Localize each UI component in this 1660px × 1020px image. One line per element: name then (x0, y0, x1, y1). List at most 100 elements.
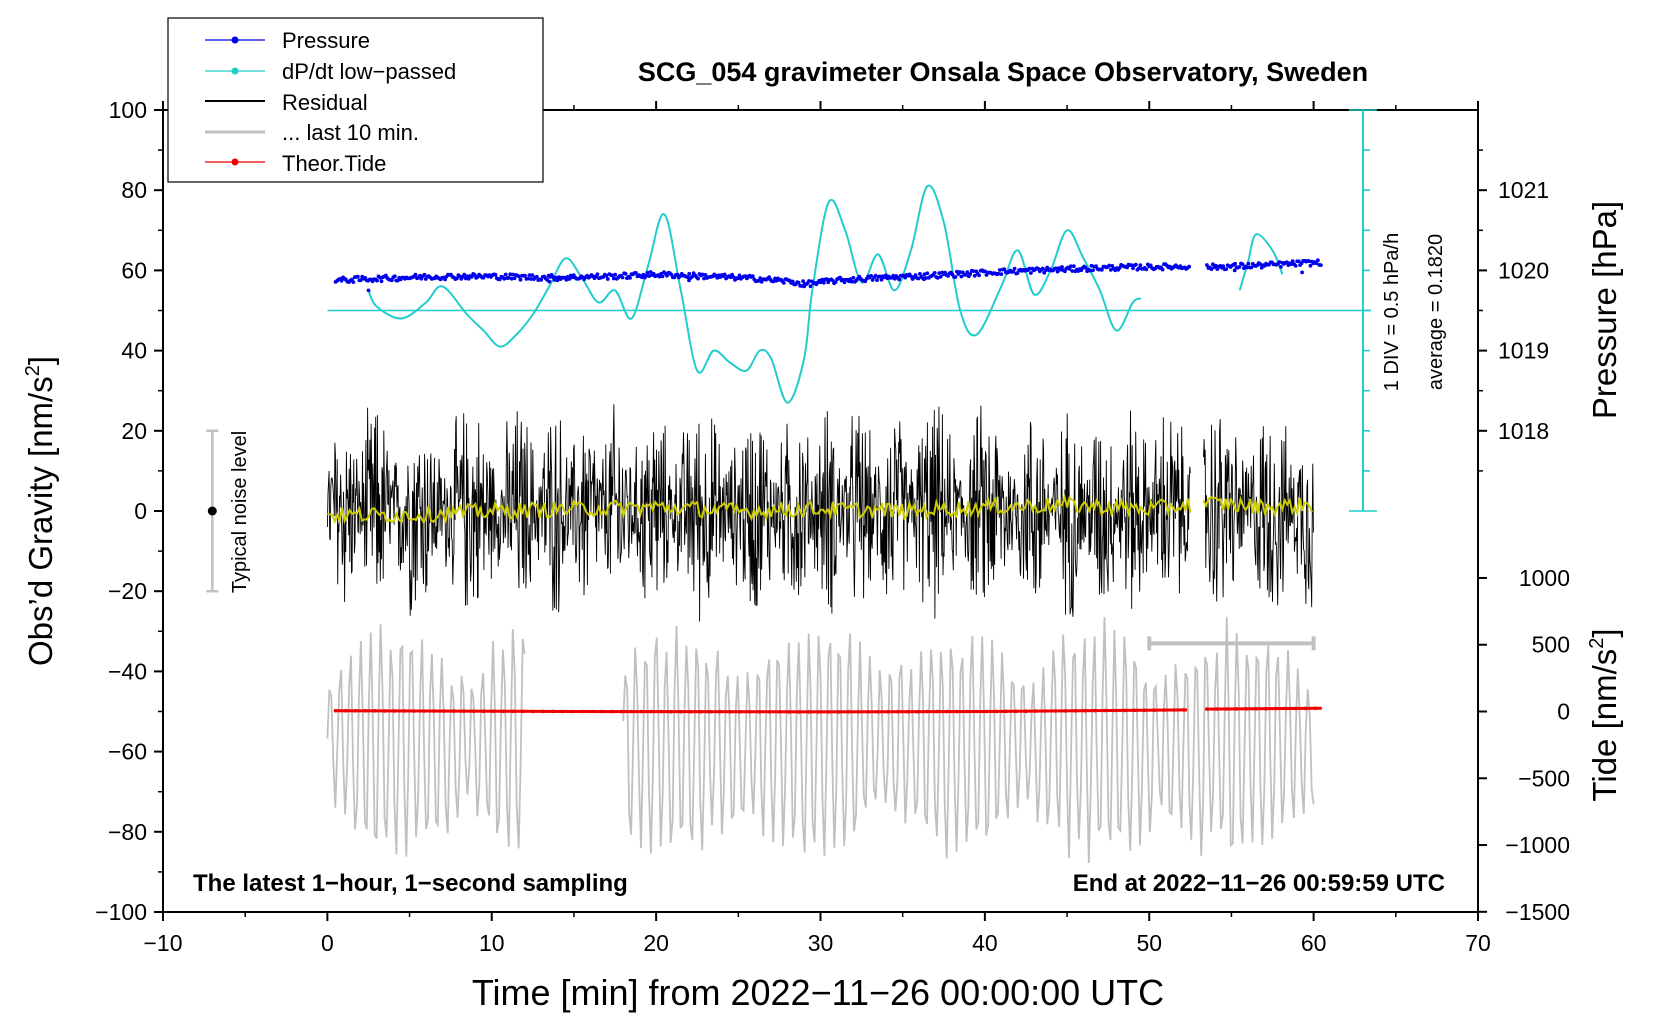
tide-series-dot (1244, 707, 1248, 711)
pressure-dot (1055, 269, 1060, 274)
pressure-dot (702, 276, 706, 281)
pressure-dot (913, 273, 918, 277)
pressure-dot (873, 273, 878, 278)
pressure-dot (1110, 264, 1115, 268)
pressure-dot (790, 279, 795, 284)
tide-series-dot (965, 709, 969, 714)
pressure-dot (830, 278, 835, 283)
tide-series-dot (1053, 709, 1058, 713)
pressure-dot (539, 278, 544, 282)
tide-series-dot (935, 709, 939, 714)
residual-lowpass-line (327, 493, 1192, 525)
pressure-dot (1138, 263, 1143, 267)
legend-pressure-label: Pressure (282, 28, 370, 53)
tide-series-dot (491, 709, 496, 713)
pressure-dot (509, 276, 514, 281)
pressure-dot (605, 277, 610, 281)
pressure-dot (838, 275, 842, 280)
tide-series-dot (521, 709, 525, 714)
pressure-dot (875, 278, 879, 282)
pressure-dot (1107, 263, 1112, 268)
y-axis-label-close: ] (22, 356, 59, 365)
y-tick-label: 20 (121, 418, 147, 444)
pressure-dot (781, 281, 786, 285)
legend-dpdt-label: dP/dt low−passed (282, 59, 456, 84)
y-tick-label: 0 (134, 498, 147, 524)
pressure-dot (1213, 263, 1218, 268)
pressure-dot (958, 270, 962, 274)
pressure-dot (1083, 265, 1088, 270)
residual-series-line (326, 404, 1191, 622)
tide-series-dot (767, 710, 772, 714)
tide-series-dot (333, 708, 338, 713)
pressure-dot (1246, 261, 1251, 266)
pressure-dot (971, 269, 976, 273)
tide-series-dot (432, 709, 437, 713)
y-axis-label-pressure: Pressure [hPa] (1586, 201, 1623, 419)
pressure-outlier-dot (922, 277, 926, 282)
pressure-dot (824, 277, 829, 281)
pressure-dot (833, 280, 838, 284)
y-axis-label-tide-close: ] (1586, 628, 1623, 637)
legend-last10-label: ... last 10 min. (282, 120, 419, 145)
pressure-dot (1211, 262, 1215, 267)
tide-series-dot (462, 709, 466, 713)
pressure-dot (884, 273, 888, 278)
tide-series-dot (383, 709, 387, 713)
pressure-dot (1071, 264, 1076, 269)
axis-layer: −10 0 10 20 30 40 50 60 70100806040200−20−40−60−… (95, 97, 1570, 956)
tide-series-dot (836, 710, 841, 714)
pressure-dot (1040, 266, 1045, 271)
tide-series-dot (1254, 707, 1258, 711)
pressure-dot (869, 274, 873, 278)
pressure-dot (963, 273, 968, 277)
tide-series-dot (560, 709, 565, 714)
tide-series-dot (580, 709, 584, 714)
x-tick-label: −10 (143, 930, 182, 956)
pressure-dot (623, 271, 628, 276)
y-axis-label-left: Obs’d Gravity [nm/s2] (22, 356, 59, 666)
tide-series-dot (442, 709, 446, 713)
chart-title: SCG_054 gravimeter Onsala Space Observat… (638, 57, 1368, 87)
pressure-dot (567, 277, 572, 281)
tide-series-dot (1152, 708, 1156, 712)
tide-series-dot (1293, 706, 1298, 711)
pressure-dot (648, 270, 653, 274)
tide-series-dot (1274, 706, 1278, 711)
y-axis-label-sup: 2 (22, 365, 44, 376)
pressure-dot (1249, 265, 1254, 270)
pressure-dot (1258, 262, 1263, 266)
pressure-dot (1308, 263, 1313, 268)
series-layer (206, 109, 1377, 863)
pressure-dot (1277, 260, 1282, 264)
pressure-dot (462, 272, 467, 277)
pressure-dot (1289, 262, 1294, 267)
tide-series-dot (402, 709, 407, 713)
last10-series-line (326, 624, 526, 857)
pressure-dot (1237, 265, 1242, 269)
pressure-dot (379, 279, 384, 284)
tide-series-dot (570, 709, 575, 714)
pressure-dot (1091, 268, 1095, 273)
pressure-dot (1063, 269, 1067, 274)
tide-series-dot (708, 709, 713, 714)
y-tick-label: 80 (121, 177, 147, 203)
pressure-tick-label: 1018 (1498, 418, 1549, 444)
dpdt-series-line (367, 184, 1142, 404)
pressure-dot (1319, 263, 1323, 267)
pressure-dot (916, 276, 921, 281)
pressure-dot (897, 277, 902, 282)
tide-series-dot (698, 709, 703, 714)
tide-series-dot (807, 710, 811, 714)
tide-series-dot (609, 709, 614, 714)
tide-tick-label: −1000 (1505, 832, 1570, 858)
pressure-dot (375, 278, 379, 283)
pressure-dot (959, 274, 964, 279)
tide-tick-label: 0 (1557, 699, 1570, 725)
tide-series-dot (600, 709, 604, 714)
tide-series-dot (846, 710, 851, 714)
pressure-dot (604, 273, 609, 278)
tide-series-dot (1004, 709, 1008, 714)
pressure-dot (983, 269, 987, 274)
